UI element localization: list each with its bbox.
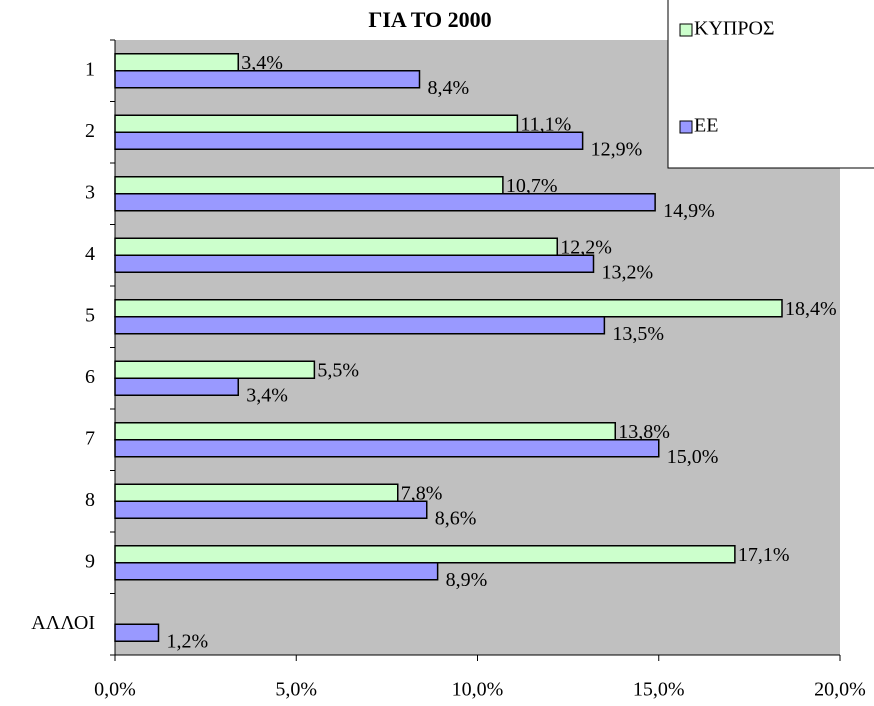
data-label: 5,5% xyxy=(317,359,359,381)
data-label: 12,2% xyxy=(560,236,612,258)
data-label: 8,4% xyxy=(428,77,470,99)
legend-swatch xyxy=(679,120,693,134)
bar xyxy=(114,70,421,89)
data-label: 3,4% xyxy=(246,384,288,406)
bar xyxy=(114,176,504,195)
bar xyxy=(114,316,606,335)
x-tick-label: 20,0% xyxy=(814,679,866,701)
bar xyxy=(114,422,616,441)
bar xyxy=(114,299,783,318)
y-tick-label: 5 xyxy=(85,304,95,326)
y-tick-label: 3 xyxy=(85,181,95,203)
bar xyxy=(114,237,558,256)
y-tick-label: ΑΛΛΟΙ xyxy=(31,612,95,634)
bar xyxy=(114,377,239,396)
legend xyxy=(667,0,874,169)
chart-title: ΓΙΑ ΤΟ 2000 xyxy=(368,7,491,32)
y-tick-label: 4 xyxy=(85,243,95,265)
bar xyxy=(114,114,519,133)
bar xyxy=(114,483,399,502)
y-tick-label: 2 xyxy=(85,120,95,142)
data-label: 13,5% xyxy=(612,323,664,345)
data-label: 18,4% xyxy=(785,298,837,320)
x-tick-label: 15,0% xyxy=(633,679,685,701)
legend-label: ΕΕ xyxy=(694,115,718,137)
data-label: 13,8% xyxy=(618,421,670,443)
x-tick-label: 10,0% xyxy=(452,679,504,701)
bar xyxy=(114,500,428,519)
data-label: 8,6% xyxy=(435,507,477,529)
bar xyxy=(114,254,595,273)
bar xyxy=(114,545,736,564)
y-tick-label: 9 xyxy=(85,550,95,572)
y-tick-label: 6 xyxy=(85,366,95,388)
data-label: 17,1% xyxy=(738,544,790,566)
data-label: 12,9% xyxy=(591,138,643,160)
data-label: 8,9% xyxy=(446,569,488,591)
bar xyxy=(114,562,439,581)
data-label: 13,2% xyxy=(602,261,654,283)
data-label: 10,7% xyxy=(506,175,558,197)
bar xyxy=(114,53,239,72)
bar xyxy=(114,360,316,379)
data-label: 7,8% xyxy=(401,482,443,504)
x-tick-label: 5,0% xyxy=(275,679,317,701)
bar xyxy=(114,439,660,458)
bar xyxy=(114,131,584,150)
data-label: 1,2% xyxy=(167,630,209,652)
data-label: 15,0% xyxy=(667,446,719,468)
y-tick-label: 7 xyxy=(85,427,95,449)
x-tick-label: 0,0% xyxy=(94,679,136,701)
y-tick-label: 8 xyxy=(85,489,95,511)
bar xyxy=(114,623,160,642)
legend-swatch xyxy=(679,23,693,37)
y-tick-label: 1 xyxy=(85,58,95,80)
legend-label: ΚΥΠΡΟΣ xyxy=(694,18,775,40)
data-label: 11,1% xyxy=(520,113,571,135)
bar xyxy=(114,193,656,212)
data-label: 3,4% xyxy=(241,52,283,74)
data-label: 14,9% xyxy=(663,200,715,222)
